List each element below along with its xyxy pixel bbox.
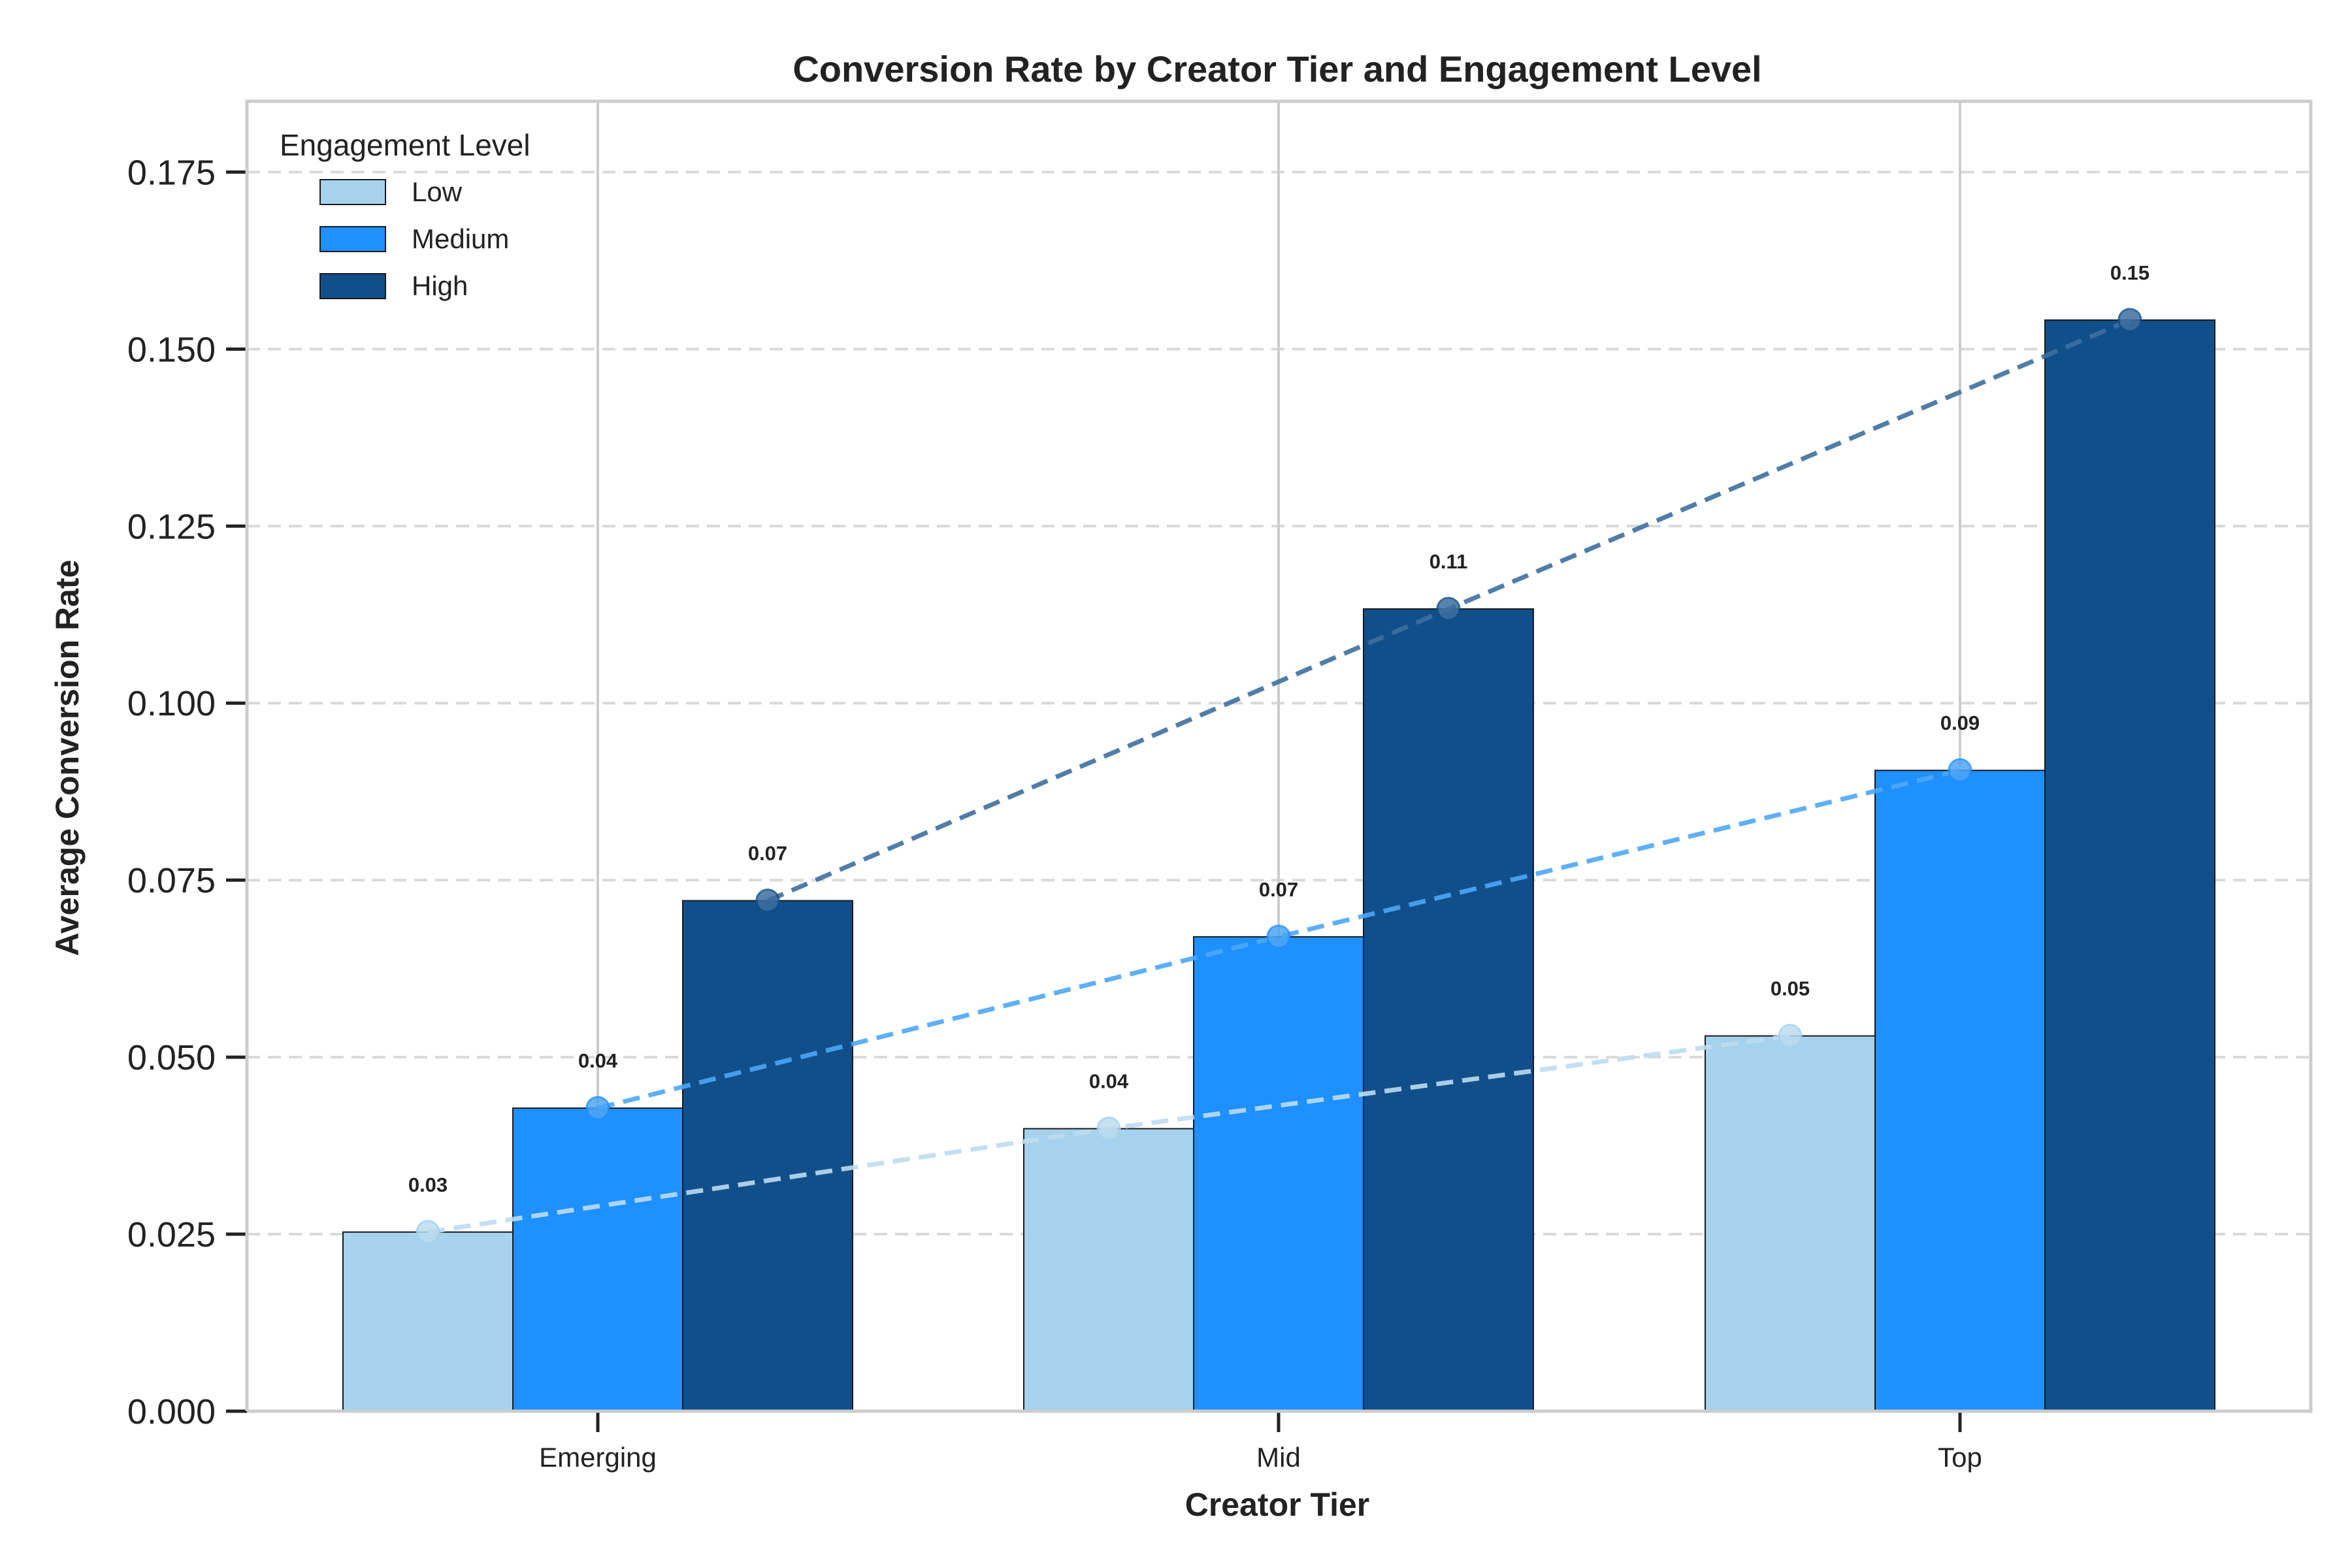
data-label: 0.11 [1429, 550, 1468, 573]
x-tick-label: Emerging [539, 1442, 657, 1473]
data-label: 0.04 [1089, 1070, 1129, 1093]
x-tick-label: Top [1938, 1442, 1982, 1473]
y-tick-label: 0.000 [127, 1392, 216, 1431]
bar-high-mid [1363, 608, 1534, 1412]
data-label: 0.07 [748, 842, 787, 865]
x-tick-label: Mid [1256, 1442, 1301, 1473]
bar-low-mid [1023, 1128, 1194, 1413]
marker-low [416, 1220, 440, 1245]
data-label: 0.07 [1259, 878, 1298, 901]
y-tick-label: 0.125 [127, 507, 216, 546]
bar-medium-emerging [512, 1107, 683, 1412]
axes: 0.000 0.025 0.050 0.075 0.100 0.125 0.150 0.175… [127, 101, 2311, 1473]
marker-medium [1948, 758, 1972, 783]
marker-high [755, 889, 780, 913]
legend-swatch-low [319, 179, 386, 205]
y-tick-label: 0.075 [127, 861, 216, 900]
legend-swatch-medium [319, 226, 386, 252]
y-tick-label: 0.100 [127, 684, 216, 723]
x-axis-label: Creator Tier [1185, 1486, 1370, 1523]
legend-label-high: High [412, 270, 468, 301]
bar-medium-mid [1193, 936, 1364, 1412]
data-label: 0.15 [2110, 261, 2149, 284]
marker-medium [585, 1096, 610, 1120]
data-labels: 0.03 0.04 0.05 0.04 0.07 0.09 0.07 0.11 0.15 [408, 261, 2149, 1196]
chart-title: Conversion Rate by Creator Tier and Enga… [792, 48, 1761, 90]
y-tick-label: 0.175 [127, 153, 216, 192]
marker-low [1778, 1024, 1803, 1049]
y-tick-label: 0.025 [127, 1215, 216, 1254]
marker-high [1436, 596, 1461, 621]
trend-lines [416, 308, 2142, 1245]
bar-medium-top [1874, 770, 2046, 1412]
data-label: 0.03 [408, 1173, 448, 1196]
bar-high-emerging [682, 900, 853, 1412]
bars [342, 319, 2215, 1413]
y-axis-label: Average Conversion Rate [49, 560, 86, 956]
marker-high [2117, 308, 2142, 333]
data-label: 0.09 [1940, 711, 1980, 734]
legend-title: Engagement Level [280, 128, 531, 162]
legend: Engagement Level Low Medium High [280, 128, 531, 301]
marker-medium [1266, 924, 1291, 949]
legend-label-low: Low [412, 176, 463, 207]
bar-high-top [2044, 319, 2215, 1413]
legend-label-medium: Medium [412, 223, 509, 254]
bar-low-top [1705, 1035, 1876, 1412]
data-label: 0.04 [578, 1049, 618, 1072]
marker-low [1096, 1117, 1121, 1141]
y-tick-label: 0.050 [127, 1038, 216, 1077]
bar-low-emerging [342, 1231, 514, 1413]
y-tick-label: 0.150 [127, 330, 216, 369]
legend-swatch-high [319, 273, 386, 299]
data-label: 0.05 [1771, 977, 1810, 1000]
